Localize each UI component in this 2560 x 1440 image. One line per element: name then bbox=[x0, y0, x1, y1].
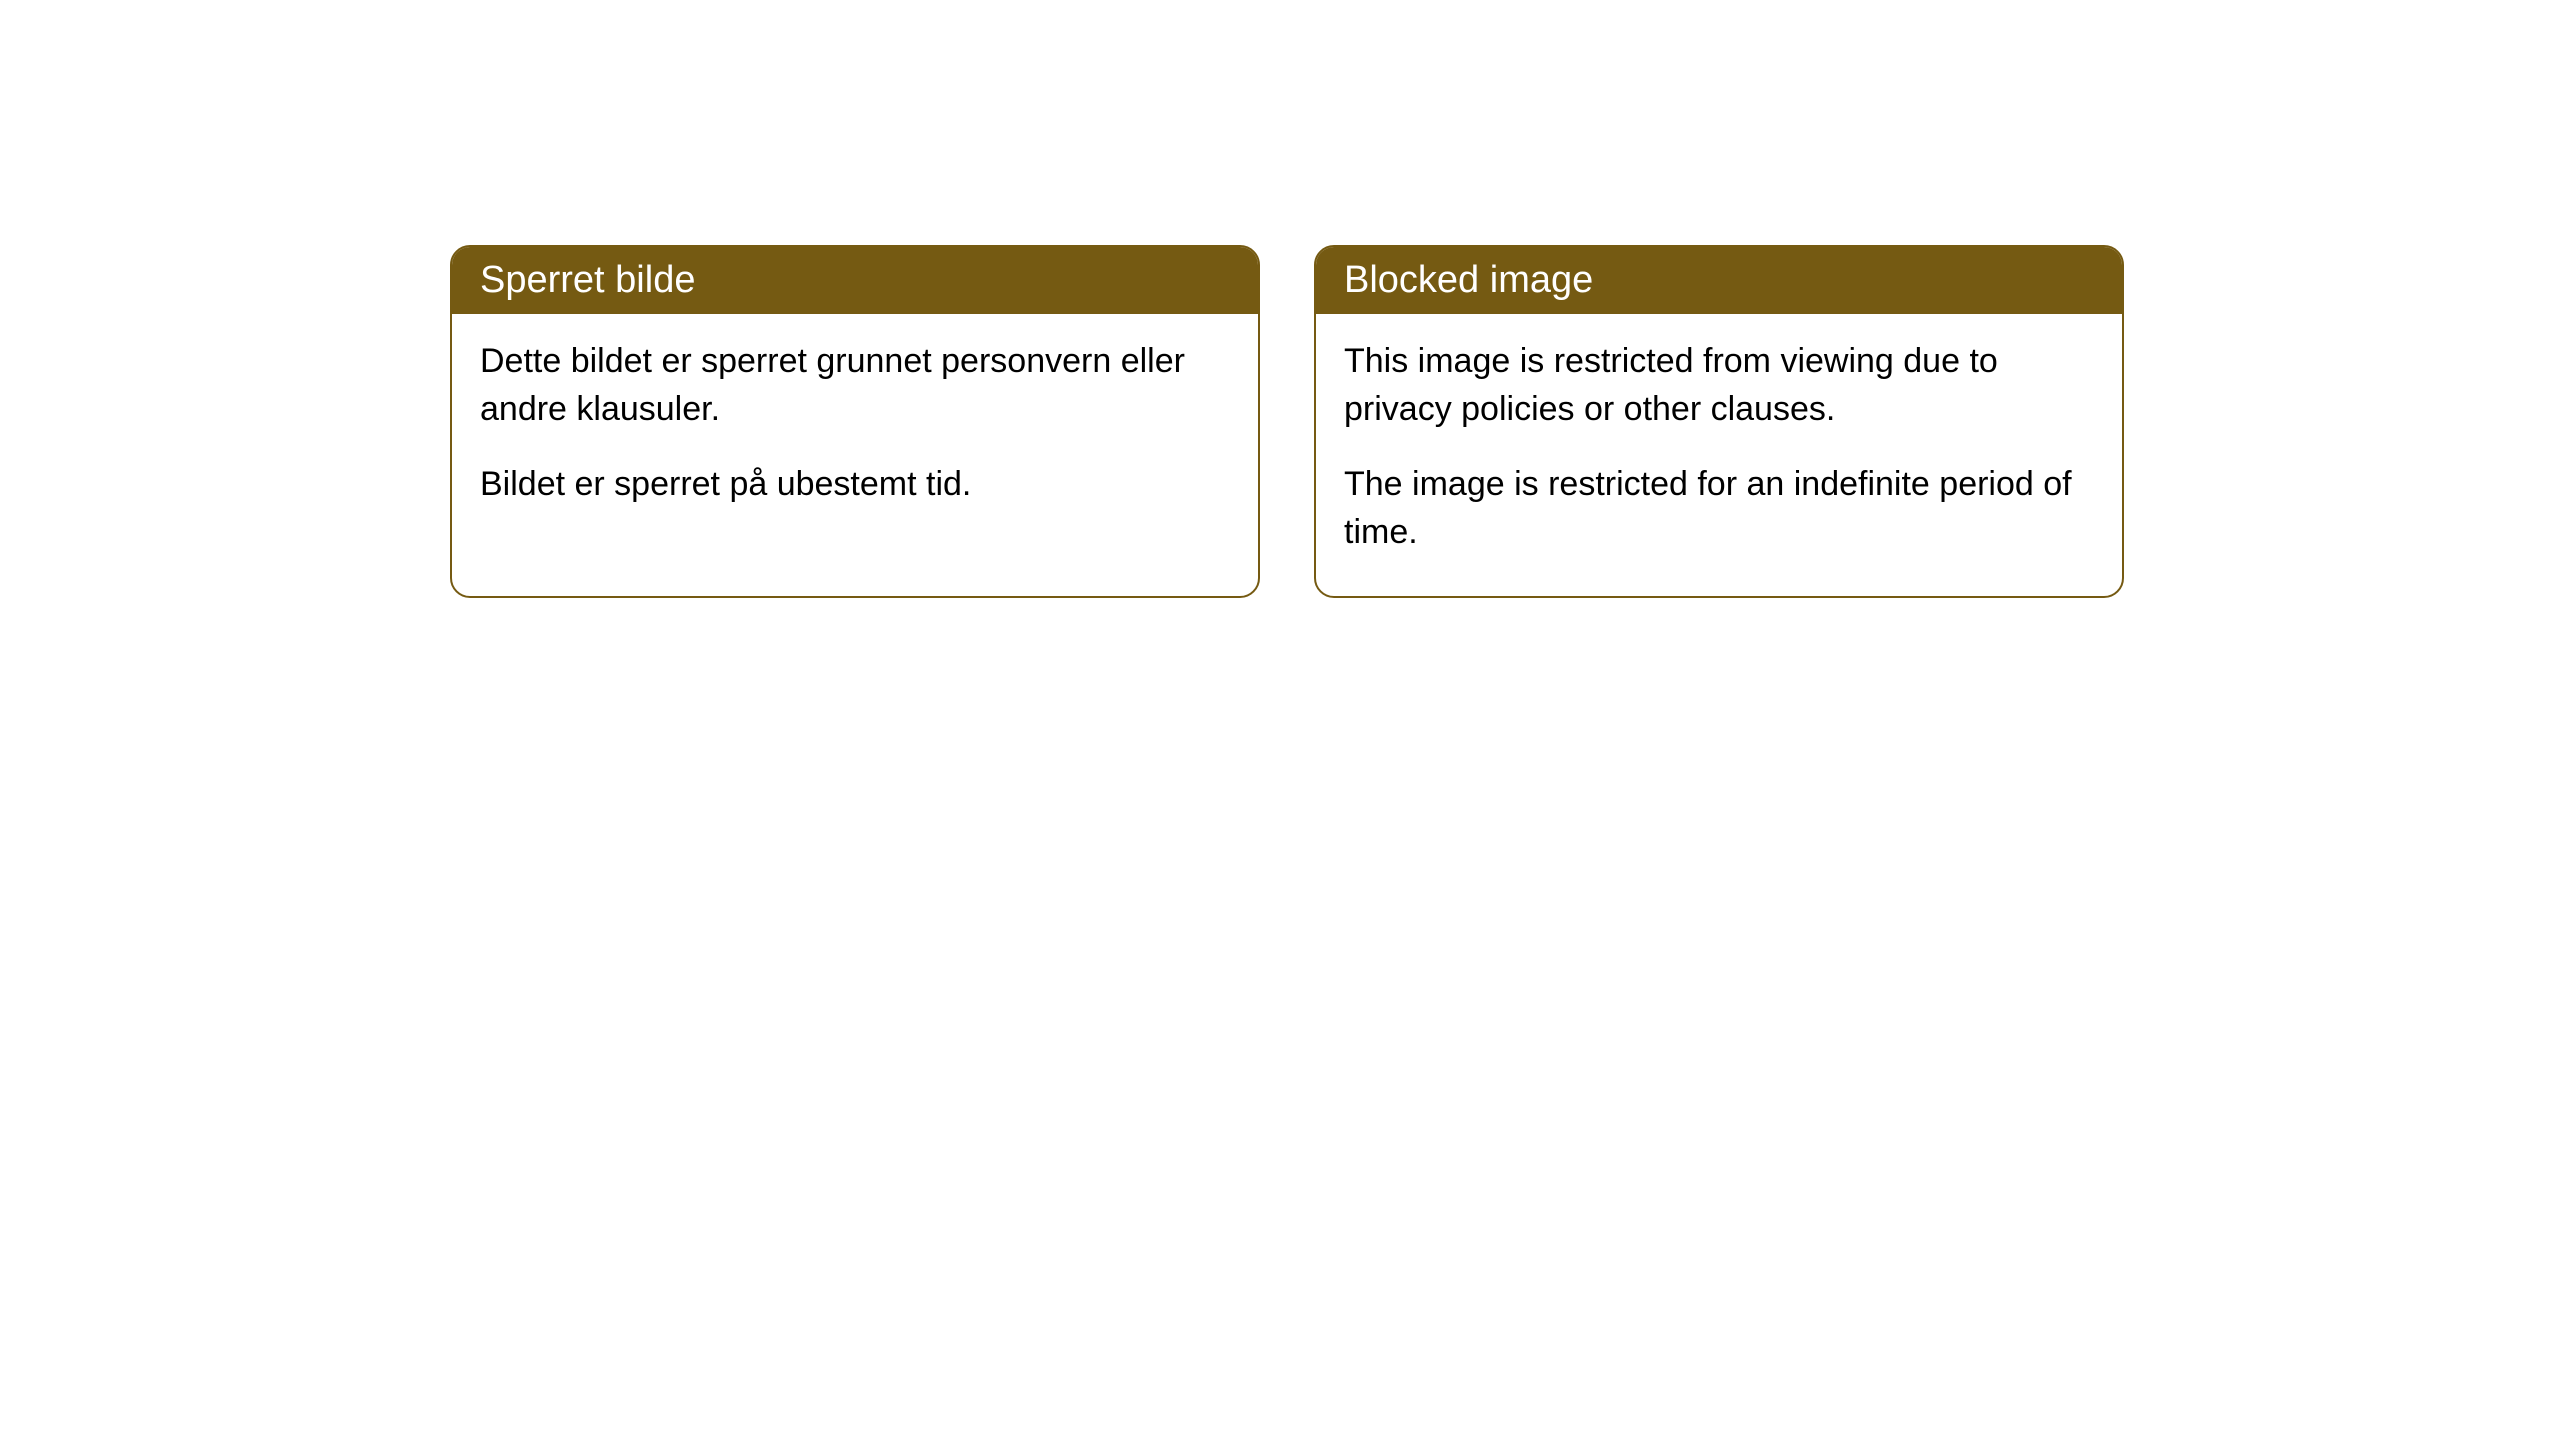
card-body: Dette bildet er sperret grunnet personve… bbox=[452, 314, 1258, 549]
notice-card-norwegian: Sperret bilde Dette bildet er sperret gr… bbox=[450, 245, 1260, 598]
card-paragraph: This image is restricted from viewing du… bbox=[1344, 338, 2094, 433]
card-paragraph: Bildet er sperret på ubestemt tid. bbox=[480, 461, 1230, 509]
card-paragraph: The image is restricted for an indefinit… bbox=[1344, 461, 2094, 556]
card-header: Blocked image bbox=[1316, 247, 2122, 314]
notice-cards-container: Sperret bilde Dette bildet er sperret gr… bbox=[450, 245, 2124, 598]
card-body: This image is restricted from viewing du… bbox=[1316, 314, 2122, 596]
card-header: Sperret bilde bbox=[452, 247, 1258, 314]
card-paragraph: Dette bildet er sperret grunnet personve… bbox=[480, 338, 1230, 433]
notice-card-english: Blocked image This image is restricted f… bbox=[1314, 245, 2124, 598]
